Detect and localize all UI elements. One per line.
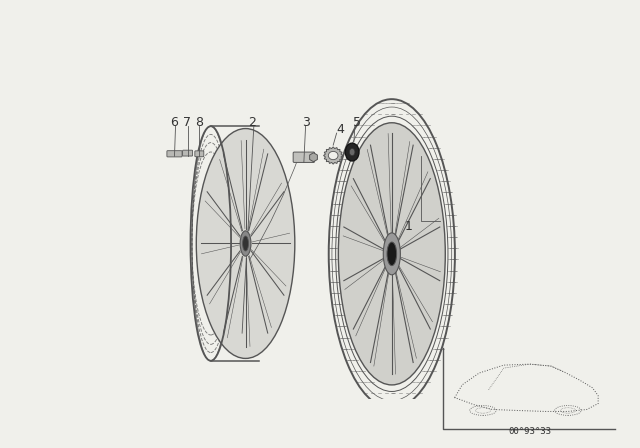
Text: 6: 6 <box>170 116 179 129</box>
FancyBboxPatch shape <box>182 150 193 156</box>
FancyBboxPatch shape <box>293 152 314 163</box>
FancyBboxPatch shape <box>167 151 182 157</box>
Text: 7: 7 <box>182 116 191 129</box>
Text: 3: 3 <box>301 116 310 129</box>
Text: 1: 1 <box>405 220 413 233</box>
Polygon shape <box>323 147 343 164</box>
FancyBboxPatch shape <box>195 151 204 157</box>
Ellipse shape <box>243 236 248 251</box>
Ellipse shape <box>196 129 295 358</box>
Polygon shape <box>310 153 317 162</box>
Ellipse shape <box>345 143 359 161</box>
Text: 4: 4 <box>336 123 344 136</box>
Ellipse shape <box>387 242 397 266</box>
Ellipse shape <box>339 123 445 385</box>
Ellipse shape <box>328 151 338 159</box>
Text: 00°93°33: 00°93°33 <box>509 427 552 436</box>
Ellipse shape <box>383 233 401 275</box>
Text: 5: 5 <box>353 116 362 129</box>
Ellipse shape <box>240 231 251 256</box>
Text: 2: 2 <box>248 116 256 129</box>
Text: 8: 8 <box>195 116 203 129</box>
Ellipse shape <box>349 148 355 156</box>
